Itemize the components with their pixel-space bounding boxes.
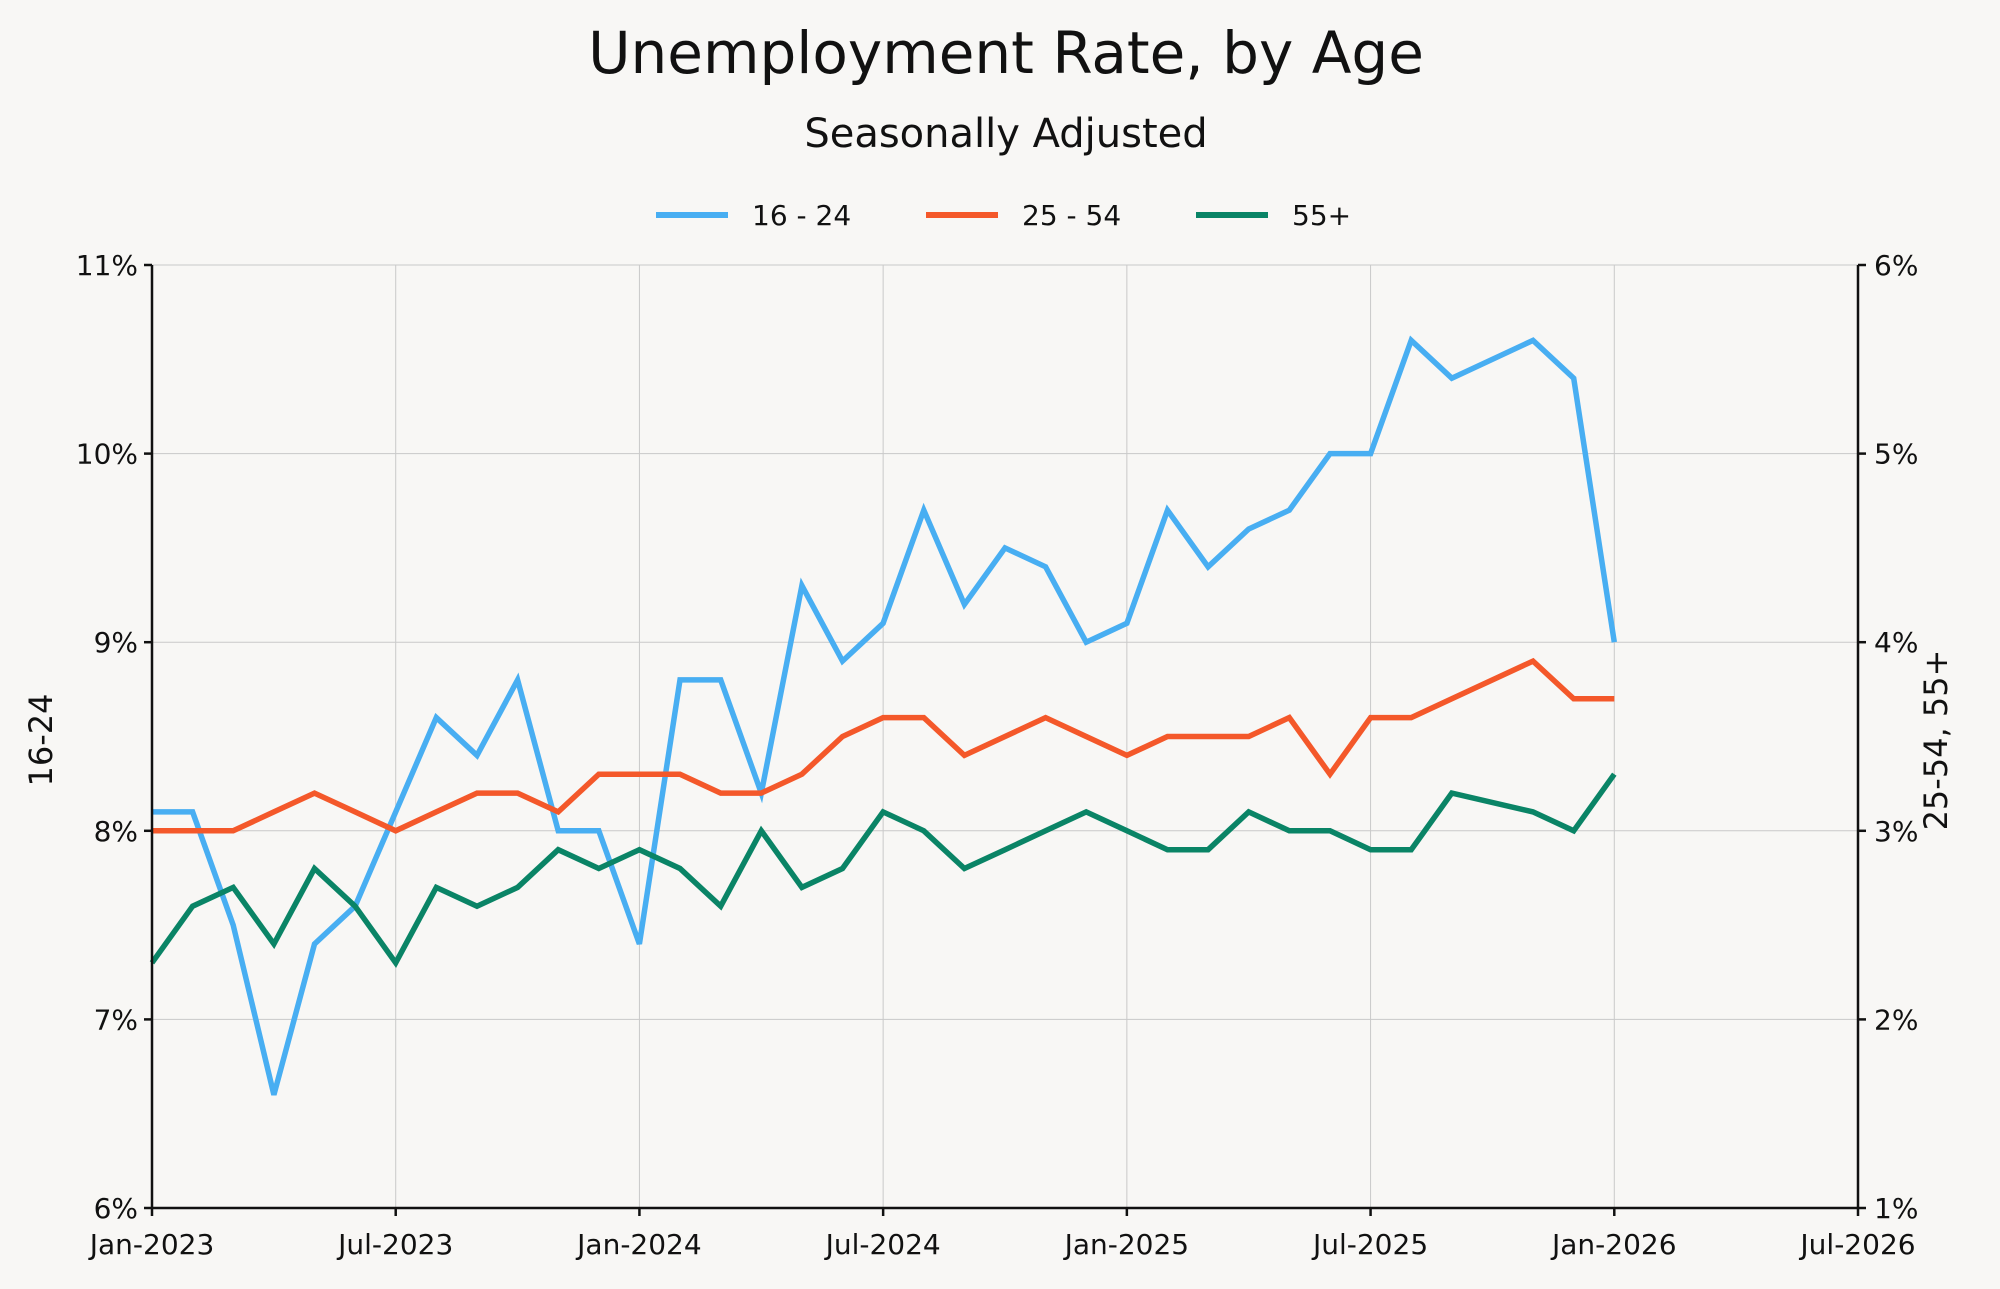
y-right-tick-label: 4% [1874, 626, 1918, 659]
y-right-tick-label: 3% [1874, 815, 1918, 848]
x-tick-label: Jul-2025 [1311, 1228, 1428, 1261]
x-tick-label: Jan-2026 [1550, 1228, 1677, 1261]
right-axis-title: 25-54, 55+ [1917, 650, 1955, 831]
x-tick-label: Jan-2023 [88, 1228, 215, 1261]
legend-label-16-24: 16 - 24 [752, 199, 851, 232]
y-left-tick-label: 11% [76, 249, 138, 282]
y-right-tick-label: 6% [1874, 249, 1918, 282]
x-tick-label: Jul-2023 [336, 1228, 453, 1261]
series-lines [149, 335, 1618, 1096]
axes [144, 263, 1866, 1216]
legend-label-25-54: 25 - 54 [1022, 199, 1121, 232]
y-left-tick-label: 6% [94, 1192, 138, 1225]
chart-title: Unemployment Rate, by Age [588, 19, 1424, 87]
series-line-55 [149, 772, 1617, 968]
y-right-tick-label: 1% [1874, 1192, 1918, 1225]
chart-subtitle: Seasonally Adjusted [804, 111, 1207, 157]
legend-label-55: 55+ [1292, 199, 1351, 232]
tick-labels: Jan-2023 Jul-2023 Jan-2024 Jul-2024 Jan-2025… [76, 249, 1919, 1261]
y-left-tick-label: 10% [76, 438, 138, 471]
y-left-tick-label: 9% [94, 626, 138, 659]
series-line-25-54 [152, 657, 1615, 834]
legend: 16 - 24 25 - 54 55+ [656, 199, 1351, 232]
x-tick-label: Jan-2025 [1063, 1228, 1190, 1261]
left-axis-title: 16-24 [22, 694, 60, 787]
x-tick-label: Jul-2024 [824, 1228, 941, 1261]
y-right-tick-label: 5% [1874, 438, 1918, 471]
y-left-tick-label: 7% [94, 1003, 138, 1036]
y-right-tick-label: 2% [1874, 1003, 1918, 1036]
x-tick-label: Jul-2026 [1798, 1228, 1915, 1261]
x-tick-label: Jan-2024 [575, 1228, 702, 1261]
y-left-tick-label: 8% [94, 815, 138, 848]
grid-lines [152, 264, 1858, 1208]
